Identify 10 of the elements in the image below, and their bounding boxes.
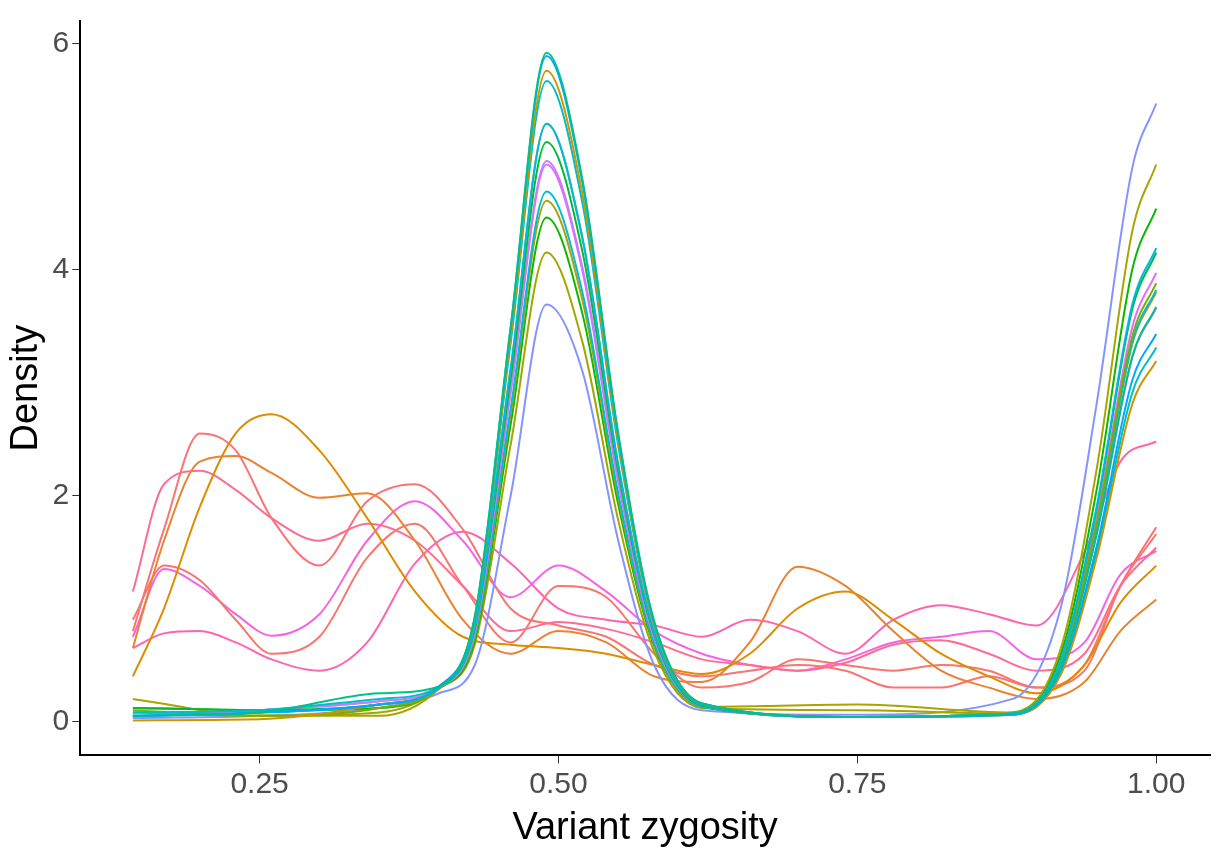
y-tick-label: 0 [52, 702, 70, 736]
y-tick-label: 4 [52, 250, 70, 284]
y-tick-label: 6 [52, 24, 70, 58]
y-axis-title: Density [3, 324, 46, 452]
y-tick-label: 2 [52, 476, 70, 510]
x-axis-title: Variant zygosity [512, 804, 778, 847]
x-tick-label: 0.25 [230, 765, 289, 799]
x-tick-label: 0.75 [828, 765, 887, 799]
x-tick-label: 1.00 [1127, 765, 1186, 799]
x-tick-label: 0.50 [529, 765, 588, 799]
